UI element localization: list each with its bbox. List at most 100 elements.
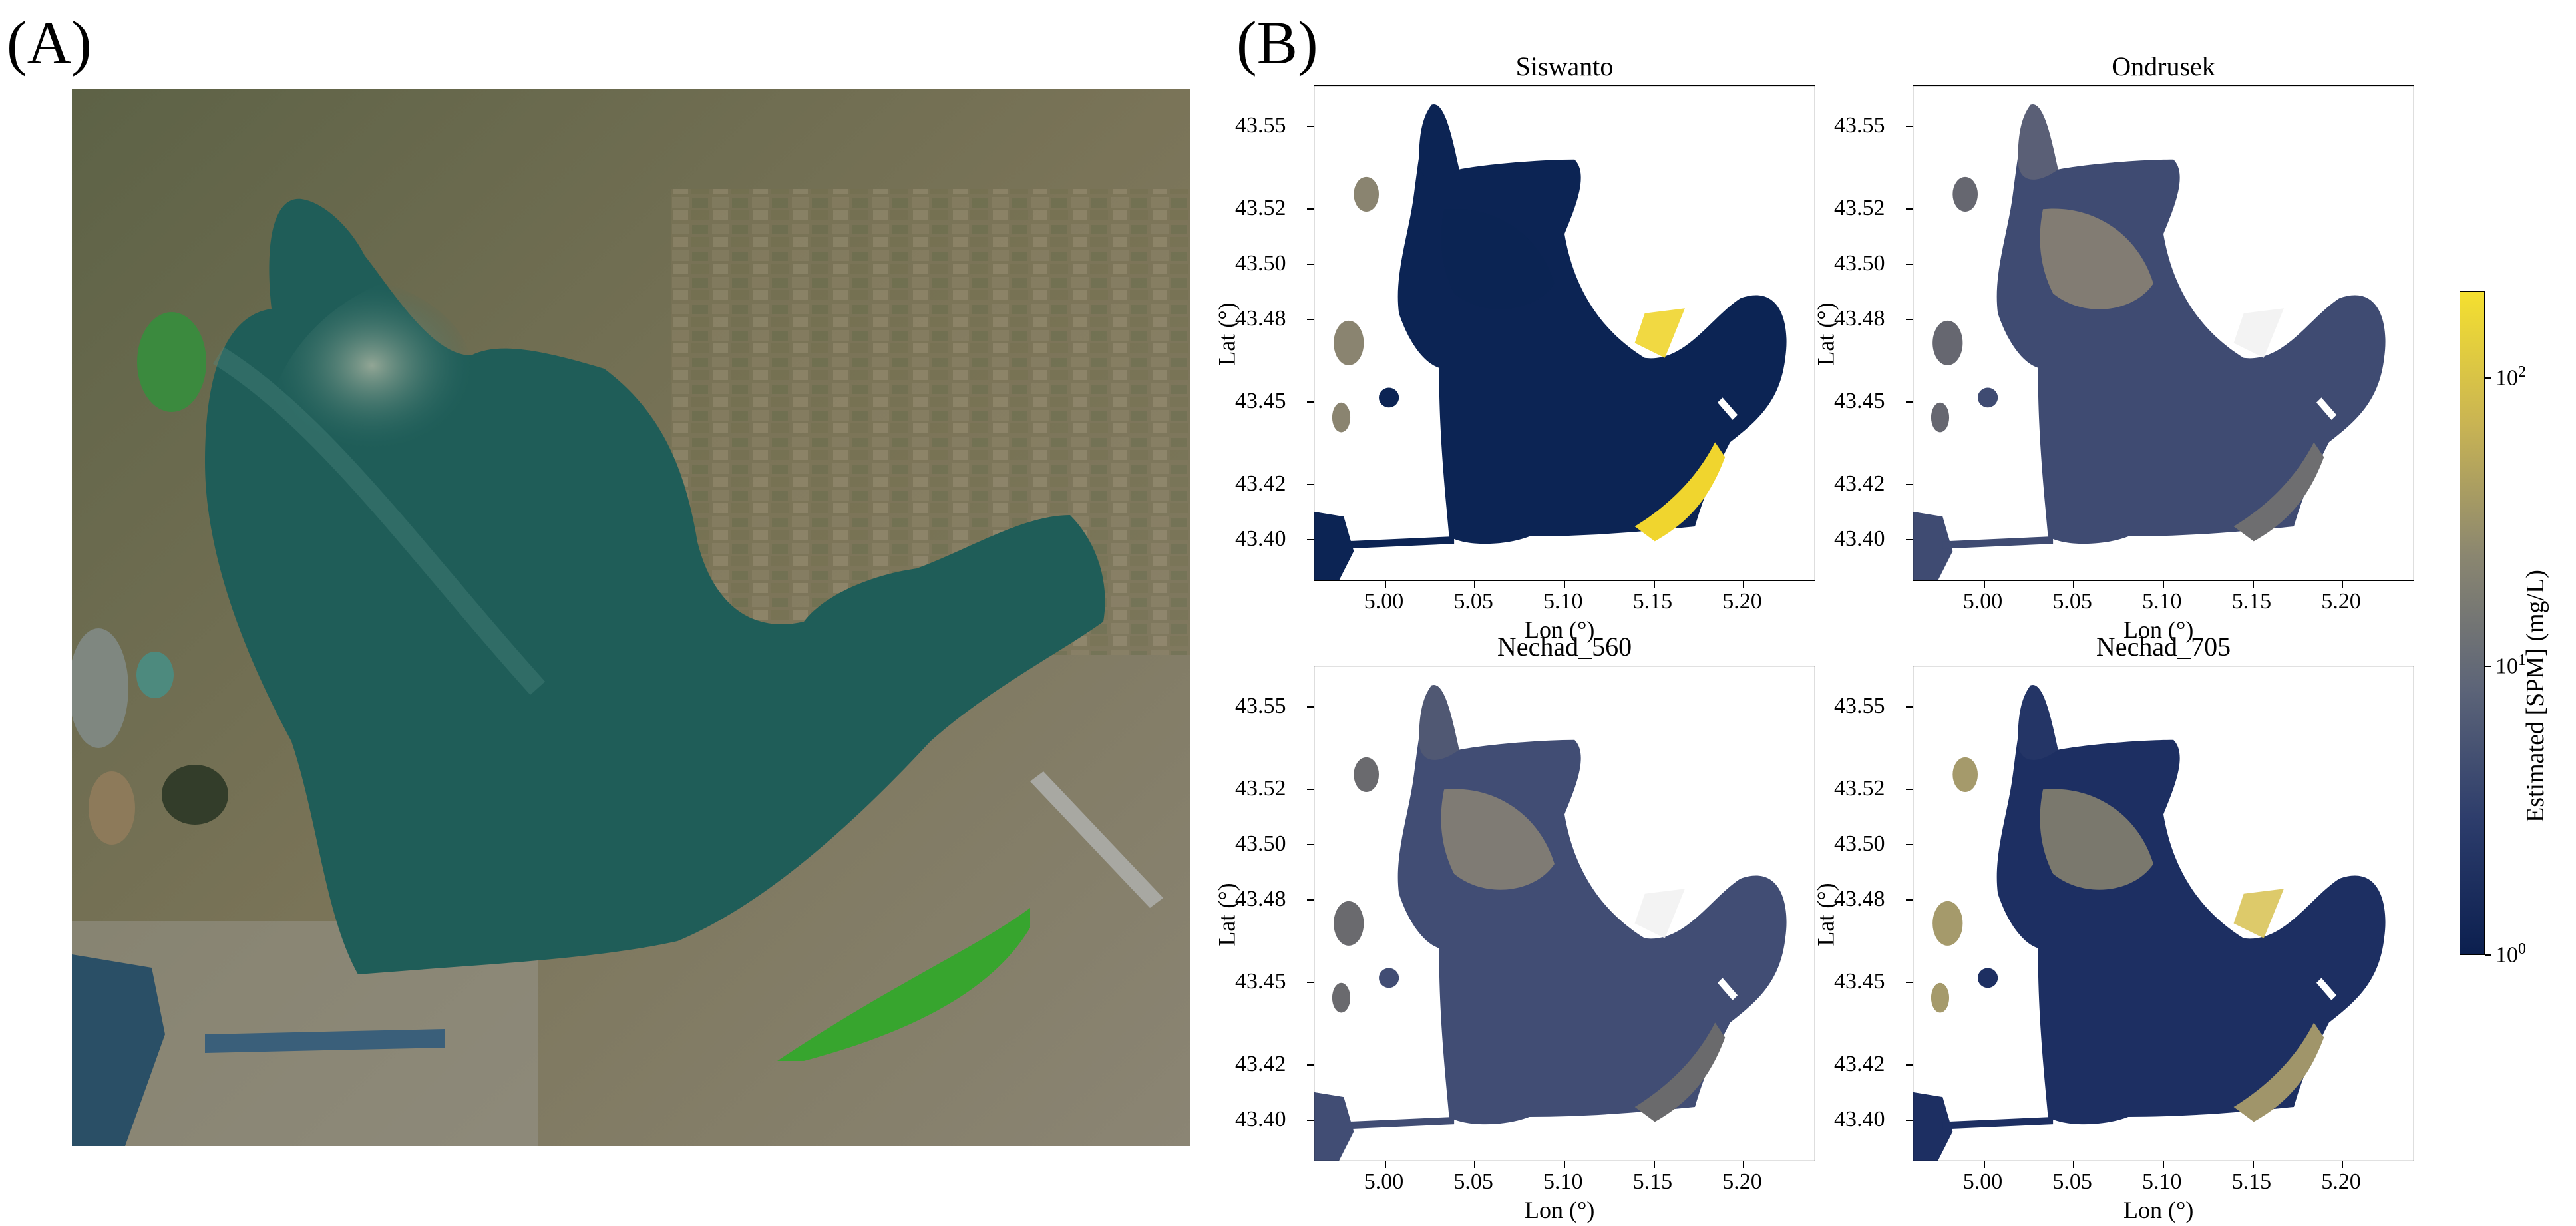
x-tick-label: 5.10: [2142, 1169, 2182, 1194]
y-tick-mark: [1906, 706, 1913, 708]
x-tick-mark: [1653, 1161, 1655, 1168]
y-tick-mark: [1307, 1119, 1314, 1121]
y-axis-label: Lat (°): [1812, 302, 1839, 366]
x-tick-mark: [1743, 1161, 1745, 1168]
x-tick-label: 5.15: [2231, 1169, 2272, 1194]
y-tick-label: 43.40: [1834, 1106, 1885, 1131]
colorbar-label: Estimated [SPM] (mg/L): [2521, 570, 2549, 823]
colorbar-tick-mark: [2485, 666, 2491, 668]
x-tick-mark: [1983, 1161, 1985, 1168]
x-tick-label: 5.00: [1962, 589, 2003, 614]
x-tick-mark: [1384, 581, 1386, 588]
y-tick-mark: [1906, 1064, 1913, 1066]
x-axis-label: Lon (°): [2123, 1197, 2194, 1223]
y-tick-label: 43.48: [1235, 306, 1286, 331]
x-tick-mark: [1743, 581, 1745, 588]
y-tick-label: 43.52: [1834, 196, 1885, 221]
y-tick-label: 43.42: [1834, 1052, 1885, 1077]
x-tick-mark: [2342, 581, 2344, 588]
y-axis-label: Lat (°): [1812, 882, 1839, 946]
y-tick-label: 43.42: [1235, 1052, 1286, 1077]
x-tick-mark: [1653, 581, 1655, 588]
x-tick-mark: [2252, 1161, 2254, 1168]
colorbar-tick-mark: [2485, 377, 2491, 379]
x-tick-label: 5.10: [2142, 589, 2182, 614]
x-axis-label: Lon (°): [1525, 616, 1595, 643]
y-tick-mark: [1307, 1064, 1314, 1066]
x-tick-label: 5.00: [1364, 1169, 1404, 1194]
x-tick-mark: [1564, 1161, 1565, 1168]
y-axis-label: Lat (°): [1213, 882, 1240, 946]
x-tick-mark: [1474, 1161, 1476, 1168]
y-tick-mark: [1307, 789, 1314, 791]
x-axis-label: Lon (°): [1525, 1197, 1595, 1223]
spm-map-nechad560: [1314, 666, 1815, 1161]
x-tick-label: 5.15: [2231, 589, 2272, 614]
y-tick-mark: [1307, 264, 1314, 266]
satellite-image: [72, 89, 1190, 1146]
y-tick-label: 43.52: [1834, 776, 1885, 801]
y-tick-label: 43.50: [1834, 831, 1885, 857]
x-tick-label: 5.20: [2321, 589, 2361, 614]
x-tick-label: 5.00: [1962, 1169, 2003, 1194]
x-tick-mark: [2163, 581, 2164, 588]
x-tick-label: 5.20: [1722, 1169, 1762, 1194]
y-tick-mark: [1906, 264, 1913, 266]
y-tick-mark: [1906, 981, 1913, 983]
y-tick-label: 43.55: [1834, 694, 1885, 719]
x-tick-label: 5.10: [1543, 589, 1583, 614]
y-tick-label: 43.48: [1834, 886, 1885, 911]
x-tick-mark: [2073, 1161, 2075, 1168]
y-tick-mark: [1906, 538, 1913, 540]
y-tick-label: 43.45: [1235, 388, 1286, 413]
y-tick-mark: [1906, 789, 1913, 791]
y-tick-label: 43.42: [1834, 471, 1885, 497]
y-tick-mark: [1906, 899, 1913, 901]
x-tick-label: 5.05: [2052, 589, 2092, 614]
subplot-title: Nechad_705: [2096, 632, 2231, 662]
x-tick-label: 5.20: [1722, 589, 1762, 614]
x-tick-mark: [1983, 581, 1985, 588]
x-tick-label: 5.05: [1453, 1169, 1493, 1194]
x-tick-mark: [2342, 1161, 2344, 1168]
y-tick-mark: [1307, 484, 1314, 486]
y-tick-label: 43.50: [1834, 251, 1885, 276]
colorbar-tick-label: 102: [2495, 363, 2526, 390]
x-tick-label: 5.20: [2321, 1169, 2361, 1194]
x-tick-label: 5.10: [1543, 1169, 1583, 1194]
spm-map-ondrusek: [1913, 85, 2414, 581]
subplot-title: Nechad_560: [1497, 632, 1632, 662]
y-tick-label: 43.50: [1235, 831, 1286, 857]
colorbar-tick-mark: [2485, 954, 2491, 956]
colorbar-tick-label: 100: [2495, 940, 2526, 968]
x-tick-mark: [1384, 1161, 1386, 1168]
y-tick-label: 43.42: [1235, 471, 1286, 497]
y-tick-label: 43.55: [1235, 113, 1286, 138]
y-tick-label: 43.55: [1834, 113, 1885, 138]
y-tick-mark: [1307, 706, 1314, 708]
colorbar: [2460, 291, 2485, 955]
spm-map-siswanto: [1314, 85, 1815, 581]
y-tick-label: 43.48: [1235, 886, 1286, 911]
y-tick-label: 43.55: [1235, 694, 1286, 719]
y-tick-label: 43.45: [1834, 388, 1885, 413]
y-tick-label: 43.48: [1834, 306, 1885, 331]
y-tick-label: 43.52: [1235, 196, 1286, 221]
y-tick-mark: [1906, 844, 1913, 846]
colorbar-tick-label: 101: [2495, 652, 2526, 679]
x-tick-label: 5.05: [2052, 1169, 2092, 1194]
y-tick-mark: [1906, 126, 1913, 128]
y-tick-mark: [1307, 401, 1314, 403]
y-tick-mark: [1307, 208, 1314, 210]
y-tick-mark: [1307, 126, 1314, 128]
y-tick-mark: [1307, 981, 1314, 983]
panel-label-a: (A): [7, 9, 92, 77]
spm-map-nechad705: [1913, 666, 2414, 1161]
y-tick-mark: [1906, 401, 1913, 403]
y-tick-mark: [1906, 484, 1913, 486]
x-tick-label: 5.00: [1364, 589, 1404, 614]
x-tick-mark: [2252, 581, 2254, 588]
x-tick-label: 5.15: [1632, 1169, 1673, 1194]
x-tick-mark: [2073, 581, 2075, 588]
y-tick-mark: [1906, 208, 1913, 210]
